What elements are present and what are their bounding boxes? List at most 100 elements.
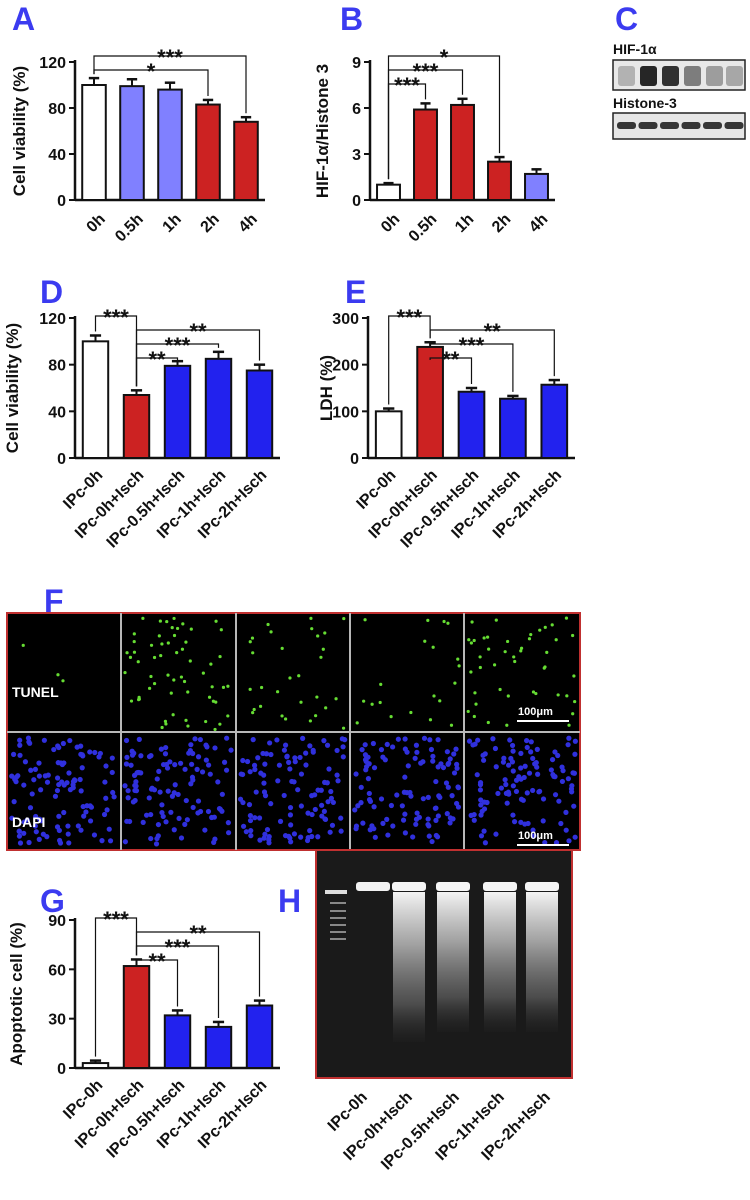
wb-strip-hif — [612, 59, 746, 91]
y-tick-label: 6 — [352, 101, 361, 118]
dapi-cell — [148, 835, 154, 842]
tunel-cell — [163, 719, 168, 723]
dapi-cell — [10, 751, 17, 757]
dapi-cell — [482, 840, 488, 846]
dapi-cell — [128, 762, 134, 768]
dapi-cell — [510, 768, 516, 774]
tunel-cell — [157, 634, 161, 638]
tunel-cell — [136, 660, 140, 664]
dapi-cell — [555, 752, 561, 759]
dapi-cell — [31, 777, 37, 783]
tunel-cell — [389, 714, 393, 719]
dapi-cell — [42, 773, 48, 779]
tunel-cell — [218, 722, 222, 726]
tunel-cell — [172, 616, 176, 621]
dapi-cell — [211, 814, 217, 820]
dapi-cell — [207, 771, 213, 777]
dapi-cell — [16, 828, 22, 834]
dapi-cell — [136, 769, 142, 776]
dapi-cell — [252, 815, 258, 821]
tunel-cell — [571, 712, 575, 716]
tunel-cell — [166, 641, 170, 645]
dapi-cell — [190, 777, 196, 783]
dapi-cell — [12, 776, 18, 782]
tunel-cell — [503, 650, 507, 654]
dapi-cell — [342, 737, 348, 743]
tunel-cell — [308, 719, 312, 723]
dapi-cell — [482, 751, 488, 757]
dapi-cell — [37, 816, 43, 822]
category-label: 1h — [160, 211, 185, 236]
dapi-cell — [404, 790, 410, 796]
tunel-cell — [362, 699, 366, 703]
dapi-cell — [447, 756, 453, 762]
dapi-cell — [109, 755, 115, 761]
dapi-cell — [124, 754, 130, 760]
significance-label: *** — [103, 305, 129, 330]
wb-band-histone — [617, 122, 636, 129]
dapi-cell — [240, 757, 246, 764]
tunel-cell — [188, 659, 192, 663]
dapi-cell — [169, 793, 176, 799]
dapi-cell — [268, 801, 274, 807]
y-tick-label: 30 — [48, 1012, 66, 1029]
dapi-cell — [75, 823, 81, 829]
dapi-cell — [524, 790, 530, 796]
dapi-cell — [282, 742, 289, 748]
dapi-cell — [445, 761, 451, 767]
significance-label: ** — [148, 347, 166, 372]
dapi-cell — [56, 813, 62, 819]
y-axis-label: Cell viability (%) — [10, 66, 29, 196]
dapi-cell — [188, 742, 194, 748]
dapi-cell — [28, 767, 34, 773]
dapi-cell — [429, 838, 435, 845]
dapi-cell — [79, 765, 85, 771]
dapi-cell — [556, 798, 562, 804]
dapi-cell — [277, 818, 284, 824]
tunel-cell — [258, 704, 263, 708]
dapi-cell — [202, 827, 208, 833]
dapi-cell — [413, 742, 420, 748]
dapi-cell — [51, 746, 57, 753]
dapi-cell — [109, 769, 115, 776]
gel-smear — [484, 892, 516, 1032]
significance-label: *** — [165, 333, 191, 358]
dapi-cell — [353, 771, 359, 777]
dapi-cell — [224, 735, 230, 741]
dapi-cell — [125, 795, 131, 801]
bar — [122, 965, 151, 1069]
dapi-cell — [92, 749, 98, 756]
tunel-cell — [519, 649, 523, 653]
dapi-cell — [371, 804, 377, 810]
dapi-cell — [385, 832, 391, 838]
dapi-cell — [32, 823, 38, 829]
dapi-cell — [305, 810, 311, 816]
tunel-cell — [457, 664, 461, 668]
gel-marker-band — [330, 902, 346, 904]
tunel-cell — [259, 685, 264, 690]
gel-band — [525, 882, 559, 891]
dapi-cell — [80, 753, 86, 759]
dapi-cell — [506, 791, 512, 797]
tunel-cell — [378, 700, 382, 705]
dapi-cell — [303, 762, 309, 768]
tunel-cell — [164, 722, 168, 726]
dna-gel: IPc-0hIPc-0h+IschIPc-0.5h+IschIPc-1h+Isc… — [315, 849, 573, 1173]
dapi-cell — [329, 822, 336, 828]
dapi-cell — [395, 736, 401, 742]
dapi-cell — [286, 833, 292, 839]
tunel-cell — [182, 679, 187, 684]
wb-label-hif: HIF-1α — [613, 41, 657, 57]
category-label: 2h — [198, 211, 223, 236]
dapi-cell — [380, 820, 386, 826]
dapi-cell — [309, 811, 315, 818]
dapi-cell — [246, 802, 253, 808]
dapi-cell — [559, 778, 566, 785]
wb-band-hif — [662, 66, 679, 86]
dapi-cell — [468, 812, 474, 818]
dapi-cell — [405, 763, 411, 769]
y-tick-label: 0 — [57, 1061, 66, 1078]
dapi-cell — [319, 802, 325, 808]
dapi-cell — [353, 823, 360, 829]
tunel-cell — [172, 633, 177, 638]
